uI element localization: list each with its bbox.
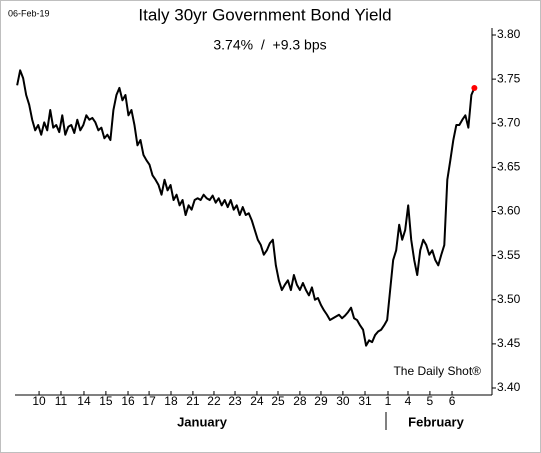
x-tick-label: 6 bbox=[449, 394, 456, 408]
x-tick-label: 18 bbox=[164, 394, 178, 408]
x-tick-label: 22 bbox=[207, 394, 221, 408]
x-tick-label: 16 bbox=[121, 394, 135, 408]
x-tick-label: 11 bbox=[55, 394, 68, 408]
x-tick-label: 10 bbox=[32, 394, 46, 408]
x-tick-label: 28 bbox=[293, 394, 307, 408]
y-tick-label: 3.75 bbox=[497, 71, 521, 85]
y-tick-label: 3.45 bbox=[497, 336, 521, 350]
x-tick-label: 17 bbox=[142, 394, 156, 408]
y-tick-label: 3.70 bbox=[497, 115, 521, 129]
x-tick-label: 30 bbox=[336, 394, 350, 408]
date-label: 06-Feb-19 bbox=[8, 8, 50, 18]
month-label: February bbox=[408, 414, 464, 429]
chart-title: Italy 30yr Government Bond Yield bbox=[138, 5, 391, 24]
x-tick-label: 14 bbox=[77, 394, 91, 408]
month-label: January bbox=[177, 414, 228, 429]
y-tick-label: 3.40 bbox=[497, 380, 521, 394]
y-tick-label: 3.50 bbox=[497, 292, 521, 306]
x-tick-label: 29 bbox=[314, 394, 328, 408]
y-tick-label: 3.60 bbox=[497, 204, 521, 218]
y-tick-label: 3.80 bbox=[497, 27, 521, 41]
x-tick-label: 5 bbox=[427, 394, 434, 408]
y-tick-label: 3.65 bbox=[497, 160, 521, 174]
x-tick-label: 21 bbox=[186, 394, 200, 408]
yield-line bbox=[16, 69, 476, 347]
x-tick-label: 25 bbox=[271, 394, 285, 408]
last-point bbox=[471, 84, 478, 91]
x-tick-label: 1 bbox=[385, 394, 392, 408]
y-tick-label: 3.55 bbox=[497, 248, 521, 262]
source-label: The Daily Shot® bbox=[393, 364, 481, 378]
x-tick-label: 23 bbox=[228, 394, 242, 408]
x-tick-label: 4 bbox=[405, 394, 412, 408]
x-tick-label: 24 bbox=[250, 394, 264, 408]
chart-subtitle: 3.74% / +9.3 bps bbox=[213, 37, 326, 53]
x-tick-label: 31 bbox=[358, 394, 372, 408]
x-tick-label: 15 bbox=[99, 394, 113, 408]
